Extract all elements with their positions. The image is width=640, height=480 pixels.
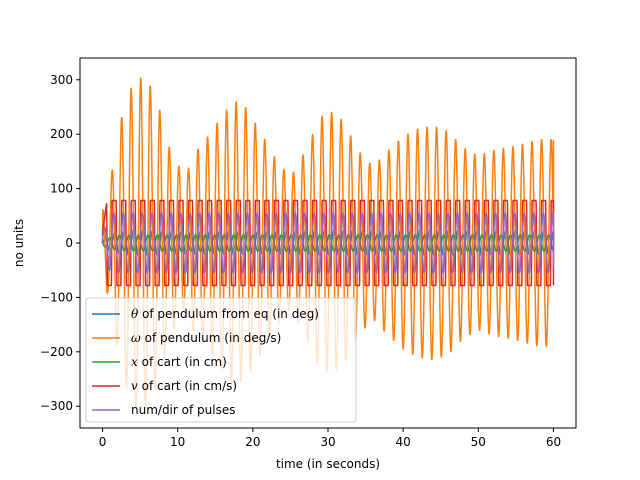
legend-items: θ of pendulum from eq (in deg) ω of pendu… xyxy=(92,307,319,417)
x-tick-label: 40 xyxy=(396,435,411,449)
x-tick-label: 0 xyxy=(99,435,107,449)
legend-frame xyxy=(85,297,357,423)
y-tick-label: 0 xyxy=(65,236,73,250)
y-tick-label: −100 xyxy=(40,290,73,304)
series-line-3 xyxy=(101,234,555,252)
legend-entry: num/dir of pulses xyxy=(131,403,235,417)
y-tick-label: −300 xyxy=(40,399,73,413)
legend-entry: ω of pendulum (in deg/s) xyxy=(131,331,281,345)
y-axis-label: no units xyxy=(12,219,26,267)
series-layer xyxy=(101,77,555,409)
x-tick-label: 30 xyxy=(320,435,335,449)
x-tick-label: 60 xyxy=(546,435,561,449)
legend-entry: θ of pendulum from eq (in deg) xyxy=(131,307,319,321)
x-axis-label: time (in seconds) xyxy=(276,457,380,471)
x-tick-label: 20 xyxy=(245,435,260,449)
y-tick-label: 200 xyxy=(50,127,73,141)
series-line-4 xyxy=(101,199,555,287)
series-line-5 xyxy=(101,212,555,274)
x-tick-label: 10 xyxy=(170,435,185,449)
axis-ticks: 0 10 20 30 40 50 60 −300 −200 −100 0 100 200 300 xyxy=(40,73,561,449)
legend-entry: x of cart (in cm) xyxy=(131,355,227,369)
y-tick-label: 100 xyxy=(50,182,73,196)
y-tick-label: −200 xyxy=(40,345,73,359)
legend: θ of pendulum from eq (in deg) ω of pendu… xyxy=(85,297,357,423)
y-tick-label: 300 xyxy=(50,73,73,87)
x-tick-label: 50 xyxy=(471,435,486,449)
legend-entry: v of cart (in cm/s) xyxy=(131,379,237,393)
